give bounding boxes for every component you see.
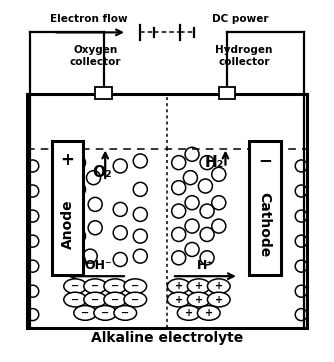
Text: −: −: [258, 151, 272, 169]
Ellipse shape: [124, 292, 147, 307]
Text: Oxygen
collector: Oxygen collector: [69, 45, 121, 67]
Ellipse shape: [64, 292, 87, 307]
Text: −: −: [111, 295, 119, 304]
Ellipse shape: [114, 306, 137, 320]
Bar: [27, 94, 307, 328]
Text: H₂: H₂: [205, 155, 224, 170]
Text: +: +: [185, 308, 193, 318]
Ellipse shape: [177, 306, 200, 320]
Ellipse shape: [197, 306, 220, 320]
Ellipse shape: [124, 279, 147, 294]
Ellipse shape: [187, 292, 210, 307]
Text: Electron flow: Electron flow: [50, 14, 127, 24]
Text: +: +: [175, 281, 183, 291]
Bar: [52, 141, 84, 274]
Text: −: −: [131, 295, 139, 304]
Text: O₂: O₂: [92, 165, 112, 180]
Text: DC power: DC power: [212, 14, 269, 24]
Ellipse shape: [207, 292, 230, 307]
Text: −: −: [91, 295, 99, 304]
Text: −: −: [101, 308, 109, 318]
Ellipse shape: [104, 279, 127, 294]
Text: −: −: [131, 281, 139, 291]
Text: Cathode: Cathode: [258, 192, 272, 257]
Text: OH⁻: OH⁻: [85, 259, 112, 272]
Ellipse shape: [94, 306, 117, 320]
Ellipse shape: [207, 279, 230, 294]
Text: +: +: [215, 295, 223, 304]
Text: −: −: [121, 308, 129, 318]
Text: +: +: [61, 151, 74, 169]
Ellipse shape: [84, 292, 107, 307]
Text: Alkaline electrolyte: Alkaline electrolyte: [91, 331, 243, 345]
Text: Anode: Anode: [61, 199, 74, 249]
Text: −: −: [111, 281, 119, 291]
Ellipse shape: [167, 292, 190, 307]
Bar: [95, 88, 112, 99]
Text: +: +: [195, 281, 203, 291]
Ellipse shape: [84, 279, 107, 294]
Ellipse shape: [64, 279, 87, 294]
Text: −: −: [71, 295, 79, 304]
Text: +: +: [215, 281, 223, 291]
Ellipse shape: [104, 292, 127, 307]
Ellipse shape: [187, 279, 210, 294]
Text: −: −: [71, 281, 79, 291]
Text: +: +: [175, 295, 183, 304]
Text: +: +: [205, 308, 213, 318]
Text: Hydrogen
collector: Hydrogen collector: [215, 45, 273, 67]
Text: −: −: [81, 308, 89, 318]
Bar: [249, 141, 281, 274]
Text: −: −: [91, 281, 99, 291]
Bar: [219, 88, 235, 99]
Ellipse shape: [74, 306, 97, 320]
Text: +: +: [195, 295, 203, 304]
Text: H⁺: H⁺: [197, 259, 214, 272]
Ellipse shape: [167, 279, 190, 294]
